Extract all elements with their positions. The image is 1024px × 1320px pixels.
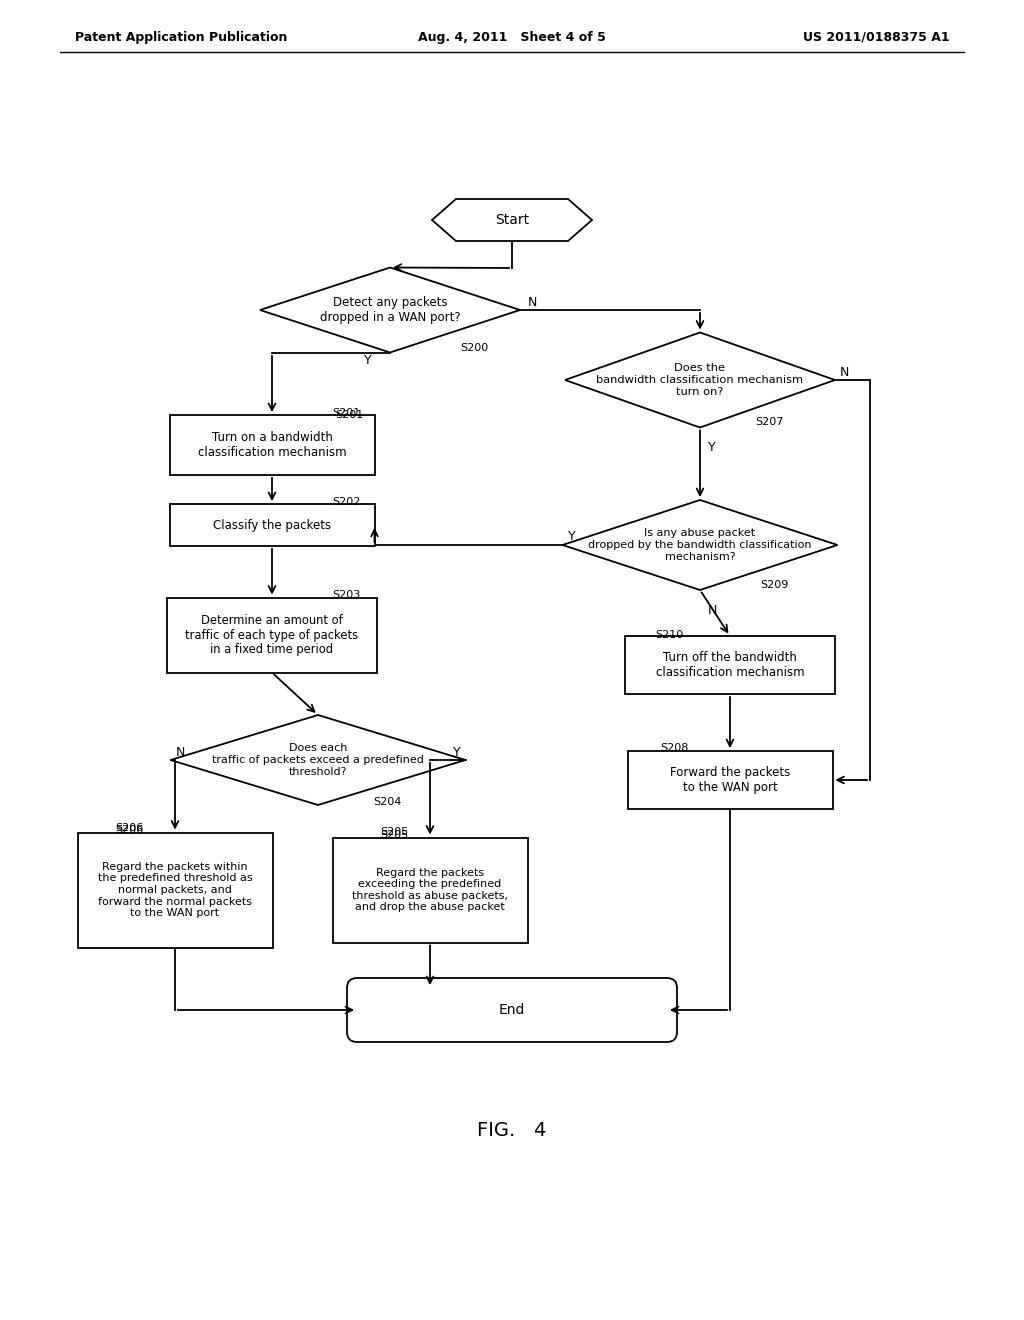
Text: N: N — [840, 366, 849, 379]
Text: Turn on a bandwidth
classification mechanism: Turn on a bandwidth classification mecha… — [198, 432, 346, 459]
Bar — [333, 837, 527, 942]
Text: Y: Y — [567, 531, 575, 544]
Text: S201: S201 — [335, 411, 364, 420]
Text: S208: S208 — [660, 743, 688, 752]
Text: Aug. 4, 2011   Sheet 4 of 5: Aug. 4, 2011 Sheet 4 of 5 — [418, 30, 606, 44]
Bar — [167, 598, 377, 672]
Text: N: N — [528, 296, 538, 309]
Bar — [628, 751, 833, 809]
Text: Does the
bandwidth classification mechanism
turn on?: Does the bandwidth classification mechan… — [597, 363, 804, 396]
Polygon shape — [260, 268, 520, 352]
Text: N: N — [175, 746, 185, 759]
Text: Y: Y — [453, 746, 461, 759]
Text: Forward the packets
to the WAN port: Forward the packets to the WAN port — [670, 766, 791, 795]
Polygon shape — [432, 199, 592, 242]
Text: Determine an amount of
traffic of each type of packets
in a fixed time period: Determine an amount of traffic of each t… — [185, 614, 358, 656]
Text: S210: S210 — [655, 630, 683, 640]
Text: Turn off the bandwidth
classification mechanism: Turn off the bandwidth classification me… — [655, 651, 804, 678]
Polygon shape — [565, 333, 835, 428]
Text: S209: S209 — [760, 579, 788, 590]
Text: Regard the packets
exceeding the predefined
threshold as abuse packets,
and drop: Regard the packets exceeding the predefi… — [352, 867, 508, 912]
Bar — [625, 636, 835, 694]
FancyBboxPatch shape — [347, 978, 677, 1041]
Text: Y: Y — [708, 441, 716, 454]
Text: N: N — [708, 603, 718, 616]
Text: Regard the packets within
the predefined threshold as
normal packets, and
forwar: Regard the packets within the predefined… — [97, 862, 252, 919]
Text: Y: Y — [365, 355, 372, 367]
Text: S202: S202 — [332, 498, 360, 507]
Text: S206: S206 — [115, 822, 143, 833]
Text: S206: S206 — [115, 825, 143, 836]
Text: S204: S204 — [373, 797, 401, 807]
Text: Classify the packets: Classify the packets — [213, 519, 331, 532]
Bar — [170, 504, 375, 546]
Text: End: End — [499, 1003, 525, 1016]
Text: Is any abuse packet
dropped by the bandwidth classification
mechanism?: Is any abuse packet dropped by the bandw… — [588, 528, 812, 561]
Polygon shape — [562, 500, 838, 590]
Text: Detect any packets
dropped in a WAN port?: Detect any packets dropped in a WAN port… — [319, 296, 461, 323]
Text: S201: S201 — [332, 408, 360, 418]
Text: S205: S205 — [380, 830, 409, 840]
Text: S205: S205 — [380, 828, 409, 837]
Text: Start: Start — [495, 213, 529, 227]
Text: S200: S200 — [460, 343, 488, 352]
Bar — [78, 833, 272, 948]
Text: S203: S203 — [332, 590, 360, 601]
Polygon shape — [171, 715, 466, 805]
Text: US 2011/0188375 A1: US 2011/0188375 A1 — [804, 30, 950, 44]
Text: S207: S207 — [755, 417, 783, 426]
Bar — [170, 414, 375, 475]
Text: Does each
traffic of packets exceed a predefined
threshold?: Does each traffic of packets exceed a pr… — [212, 743, 424, 776]
Text: Patent Application Publication: Patent Application Publication — [75, 30, 288, 44]
Text: FIG.   4: FIG. 4 — [477, 1121, 547, 1139]
